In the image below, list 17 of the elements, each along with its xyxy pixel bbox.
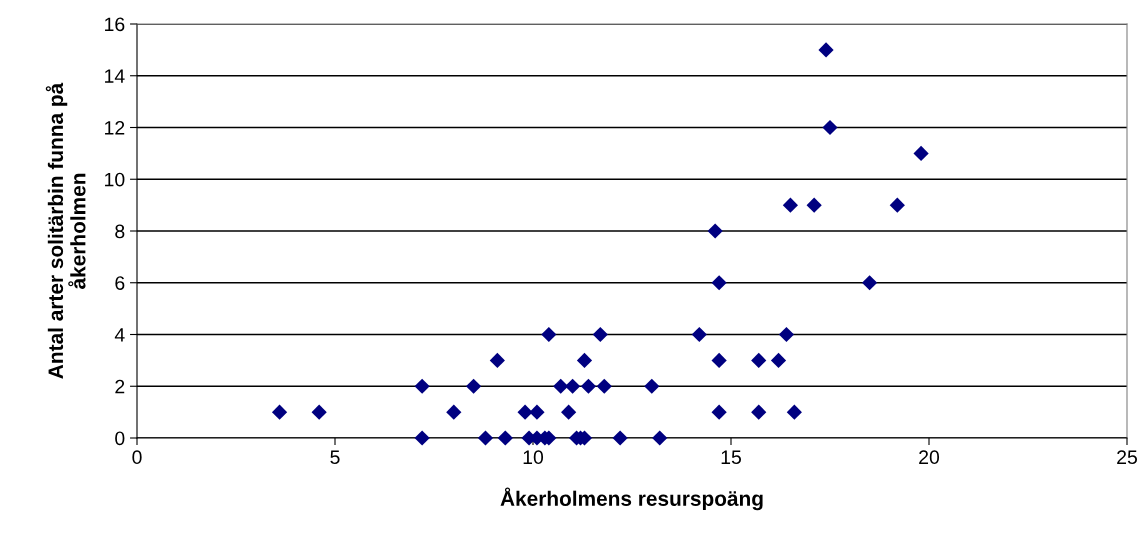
x-axis-title: Åkerholmens resurspoäng [500, 487, 763, 511]
y-tick-label: 10 [105, 172, 125, 187]
y-tick-label: 6 [115, 276, 125, 290]
x-tick-label: 0 [132, 450, 142, 465]
y-tick-label: 2 [115, 379, 125, 394]
y-tick-label: 14 [105, 69, 125, 83]
y-tick-label: 0 [115, 431, 125, 446]
y-tick-label: 16 [105, 17, 125, 32]
x-tick-label: 15 [721, 450, 741, 465]
x-tick-label: 10 [523, 450, 544, 465]
y-axis-title: Antal arter solitärbin funna på åkerholmen [45, 82, 86, 379]
x-tick-label: 5 [330, 450, 340, 465]
y-tick-label: 8 [115, 224, 125, 239]
y-tick-label: 4 [114, 328, 125, 342]
x-tick-label: 25 [1117, 450, 1137, 465]
y-tick-label: 12 [105, 120, 125, 135]
x-tick-label: 20 [919, 450, 940, 465]
